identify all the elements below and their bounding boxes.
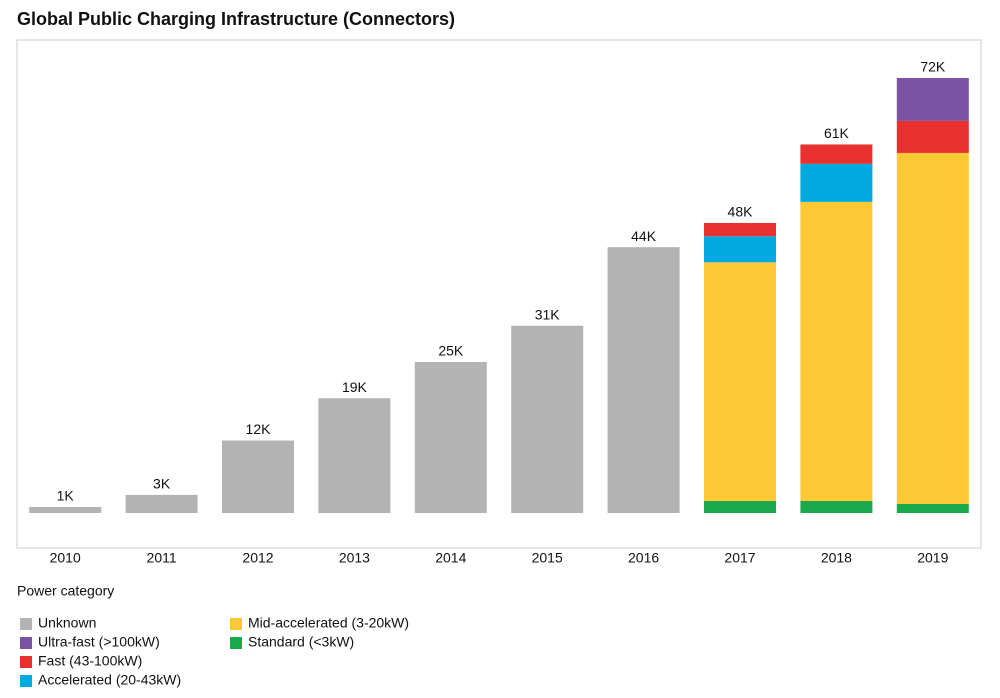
bar-segment (29, 506, 102, 513)
total-label: 19K (342, 379, 368, 395)
legend-title: Power category (17, 583, 114, 599)
bar-segment (800, 201, 873, 501)
total-label: 48K (728, 204, 754, 220)
x-tick-label: 2018 (821, 550, 852, 566)
x-tick-label: 2014 (435, 550, 466, 566)
bar-segment (896, 503, 969, 513)
total-label: 25K (438, 343, 464, 359)
x-tick-label: 2011 (147, 550, 177, 566)
legend-swatch (20, 618, 32, 630)
x-tick-label: 2016 (628, 550, 659, 566)
total-label: 72K (920, 59, 946, 75)
bar-segment (896, 120, 969, 153)
bar-segment (704, 500, 776, 513)
total-label: 44K (631, 228, 657, 244)
bar-segment (125, 494, 198, 513)
bar-segment (800, 163, 873, 202)
bar-segment (896, 152, 969, 504)
legend-swatch (20, 637, 32, 649)
x-tick-label: 2019 (917, 550, 948, 566)
total-label: 1K (57, 488, 75, 504)
x-tick-label: 2017 (724, 550, 755, 566)
legend-swatch (230, 618, 242, 630)
total-label: 61K (824, 125, 850, 141)
legend-label: Ultra-fast (>100kW) (38, 634, 160, 650)
x-tick-label: 2013 (339, 550, 370, 566)
legend-swatch (20, 656, 32, 668)
bar-segment (704, 236, 776, 263)
legend-label: Accelerated (20-43kW) (38, 672, 181, 688)
bar-segment (414, 361, 487, 513)
legend-label: Mid-accelerated (3-20kW) (248, 615, 409, 631)
x-tick-label: 2015 (532, 550, 563, 566)
total-label: 12K (246, 421, 272, 437)
bar-segment (704, 262, 776, 501)
legend-label: Fast (43-100kW) (38, 653, 142, 669)
legend-label: Standard (<3kW) (248, 634, 354, 650)
bar-segment (222, 440, 294, 513)
total-label: 31K (535, 306, 561, 322)
plot-frame (16, 39, 982, 549)
legend-swatch (20, 675, 32, 687)
bar-segment (607, 247, 680, 513)
bar-segment (800, 500, 873, 513)
x-tick-label: 2010 (50, 550, 81, 566)
bar-segment (318, 398, 391, 513)
bar-segment (800, 144, 873, 164)
bar-segment (704, 223, 776, 237)
bar-segment (896, 78, 969, 121)
legend-swatch (230, 637, 242, 649)
chart-title: Global Public Charging Infrastructure (C… (17, 9, 455, 29)
bar-segment (511, 325, 584, 513)
x-tick-label: 2012 (242, 550, 273, 566)
total-label: 3K (153, 476, 171, 492)
legend-label: Unknown (38, 615, 96, 631)
